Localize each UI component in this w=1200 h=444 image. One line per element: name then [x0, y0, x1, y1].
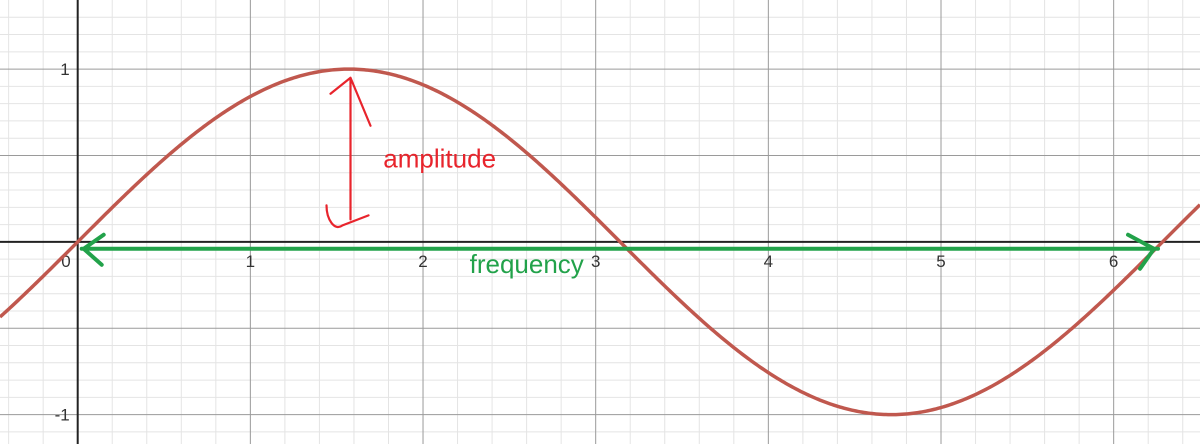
x-tick-label: 1 — [246, 252, 255, 271]
x-tick-label: 4 — [764, 252, 773, 271]
amplitude-label: amplitude — [383, 144, 496, 174]
x-tick-label: 0 — [61, 252, 70, 271]
series-layer — [0, 67, 1200, 417]
y-tick-label: 1 — [60, 60, 69, 79]
annotations-layer: amplitude frequency — [79, 76, 1161, 279]
tick-labels: 0 1 2 3 4 5 6 1 -1 — [55, 60, 1119, 425]
x-tick-label: 6 — [1109, 252, 1118, 271]
sine-curve — [0, 67, 1200, 417]
x-tick-label: 3 — [591, 252, 600, 271]
x-tick-label: 5 — [936, 252, 945, 271]
y-tick-label: -1 — [55, 406, 70, 425]
amplitude-arrow — [325, 76, 372, 228]
x-tick-label: 2 — [418, 252, 427, 271]
frequency-arrow — [79, 232, 1161, 271]
frequency-label: frequency — [470, 249, 584, 279]
